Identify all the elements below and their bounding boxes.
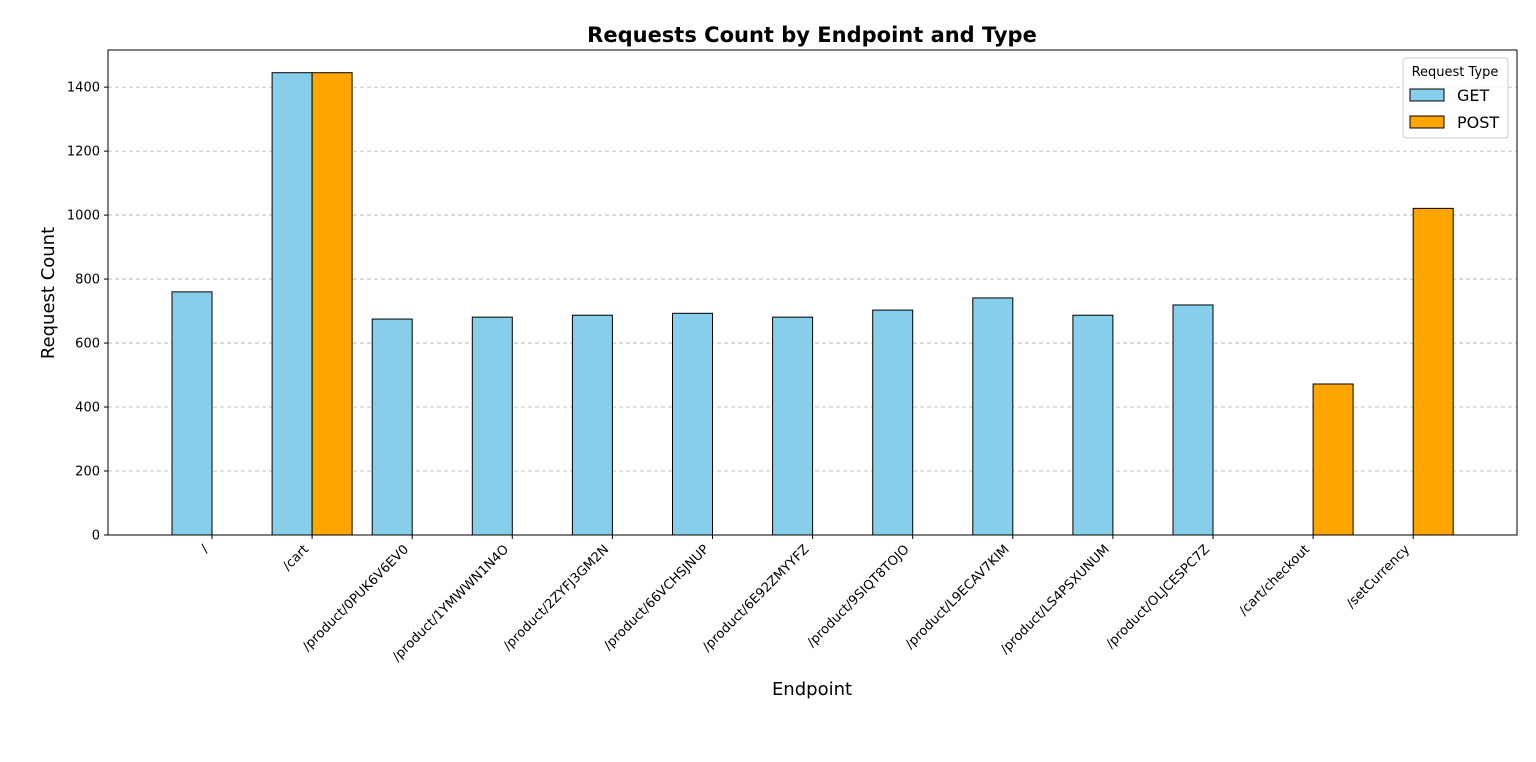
chart-title: Requests Count by Endpoint and Type — [587, 23, 1037, 47]
bar-get — [471, 316, 513, 536]
legend-swatch-get — [1409, 88, 1445, 102]
bar-get — [772, 316, 814, 536]
bar-post — [1312, 383, 1354, 536]
x-tick-label: /setCurrency — [1344, 542, 1413, 611]
y-tick-label: 1400 — [67, 81, 100, 96]
y-tick-label: 800 — [75, 273, 100, 288]
bar-post — [311, 72, 353, 536]
bar-get — [171, 291, 213, 536]
bar-get — [371, 318, 413, 536]
bar-get — [972, 297, 1014, 536]
x-tick-label: /product/OLJCESPC7Z — [1103, 542, 1212, 651]
legend-swatch-post — [1409, 115, 1445, 129]
x-tick-label: /product/L9ECAV7KIM — [903, 542, 1013, 652]
bar-get — [872, 309, 914, 536]
y-axis-title: Request Count — [38, 227, 59, 359]
bar-get — [1172, 304, 1214, 536]
x-tick-label: /product/2ZYFJ3GM2N — [501, 542, 613, 654]
bars — [171, 72, 1454, 536]
x-tick-label: /product/9SIQT8TOJO — [804, 542, 912, 650]
y-tick-label: 400 — [75, 401, 100, 416]
legend-label-get: GET — [1457, 86, 1490, 105]
bar-get — [1072, 314, 1114, 536]
x-tick-label: /cart/checkout — [1236, 542, 1313, 619]
y-axis-ticks: 0 200 400 600 800 1000 1200 1400 — [67, 81, 108, 544]
x-tick-label: /product/0PUK6V6EV0 — [300, 542, 412, 654]
x-tick-label: / — [198, 542, 212, 556]
x-tick-label: /cart — [280, 542, 312, 574]
y-tick-label: 600 — [75, 337, 100, 352]
y-tick-label: 0 — [92, 529, 100, 544]
legend-label-post: POST — [1457, 113, 1499, 132]
legend-title: Request Type — [1412, 65, 1499, 80]
x-tick-label: /product/66VCHSJNUP — [601, 542, 712, 653]
y-tick-label: 1200 — [67, 145, 100, 160]
bar-get — [271, 72, 313, 536]
y-tick-label: 1000 — [67, 209, 100, 224]
legend: Request Type GET POST — [1402, 57, 1509, 139]
y-tick-label: 200 — [75, 465, 100, 480]
bar-get — [571, 314, 613, 536]
x-axis-ticks: / /cart/product/0PUK6V6EV0/product/1YMWWN… — [198, 535, 1414, 665]
bar-get — [672, 312, 713, 536]
bar-post — [1412, 207, 1454, 536]
x-tick-label: /product/LS4PSXUNUM — [998, 542, 1113, 657]
x-tick-label: /product/6E92ZMYYFZ — [700, 542, 813, 655]
x-axis-title: Endpoint — [772, 679, 852, 700]
x-tick-label: /product/1YMWWN1N4O — [390, 542, 512, 664]
